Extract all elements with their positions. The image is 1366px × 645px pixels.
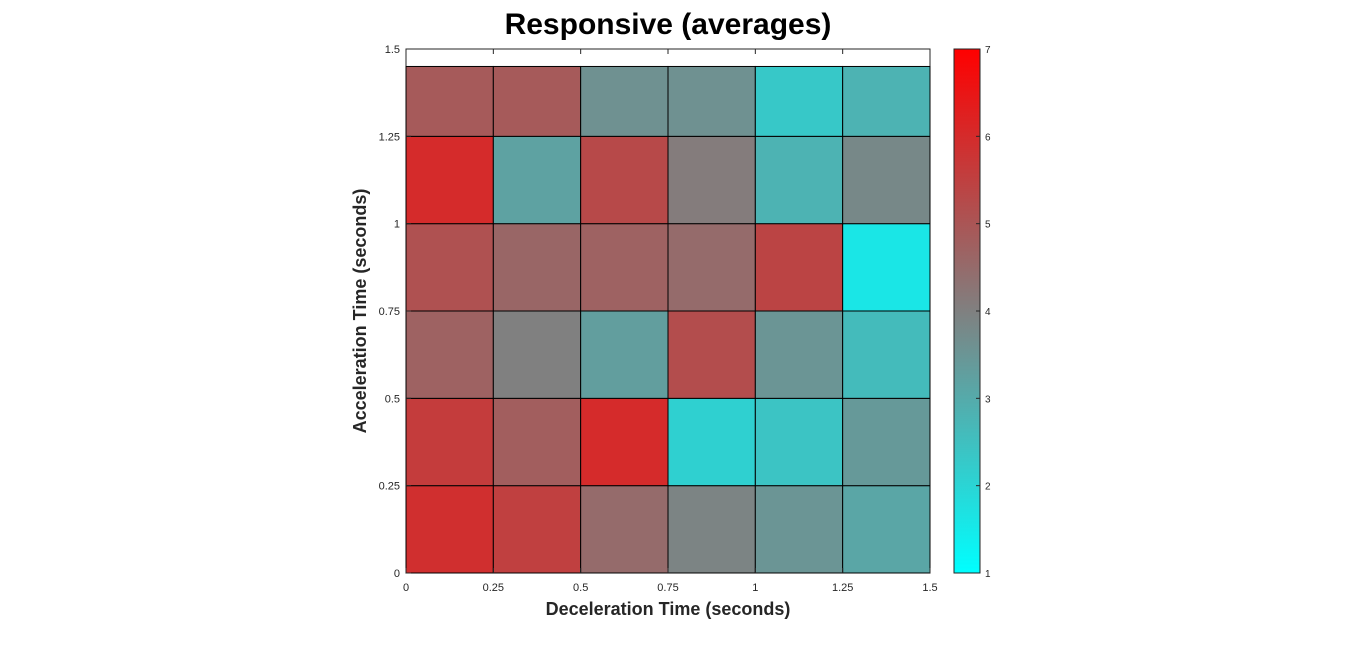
- x-tick-label: 1.5: [922, 582, 937, 594]
- x-axis-ticks: 0 0.25 0.5 0.75 1 1.25 1.5: [403, 49, 938, 594]
- heatmap-cell: [492, 397, 582, 487]
- x-tick-label: 0.25: [483, 582, 504, 594]
- heatmap-cell: [842, 310, 931, 399]
- heatmap-cell: [405, 135, 494, 225]
- heatmap-cell: [492, 223, 582, 312]
- heatmap-cell: [754, 485, 844, 574]
- heatmap-cell: [667, 310, 756, 399]
- colorbar-tick-label: 7: [985, 45, 991, 56]
- colorbar-tick-label: 6: [985, 132, 991, 143]
- heatmap-cell: [842, 485, 931, 574]
- colorbar-tick-label: 4: [985, 307, 991, 318]
- heatmap-cell: [492, 135, 582, 225]
- heatmap-cell: [405, 310, 494, 399]
- heatmap-cell: [842, 223, 931, 312]
- heatmap-cell: [667, 485, 756, 574]
- heatmap-cell: [754, 397, 844, 487]
- heatmap-cell: [754, 223, 844, 312]
- heatmap-cell: [754, 65, 844, 137]
- y-tick-label: 0: [394, 568, 400, 580]
- y-tick-label: 1.5: [385, 44, 400, 56]
- y-tick-label: 0.5: [385, 393, 400, 405]
- heatmap-cell: [405, 397, 494, 487]
- heatmap-cell: [492, 65, 582, 137]
- x-axis-label: Deceleration Time (seconds): [546, 599, 791, 619]
- heatmap-cell: [405, 65, 494, 137]
- y-tick-label: 1: [394, 219, 400, 231]
- colorbar-tick-label: 3: [985, 394, 991, 405]
- heatmap-cell: [492, 485, 582, 574]
- heatmap-cells: [405, 65, 931, 574]
- heatmap-cell: [842, 65, 931, 137]
- colorbar-tick-label: 1: [985, 569, 991, 580]
- chart-title: Responsive (averages): [505, 8, 832, 41]
- colorbar-tick-label: 2: [985, 482, 991, 493]
- heatmap-cell: [580, 223, 669, 312]
- x-tick-label: 1: [752, 582, 758, 594]
- heatmap-cell: [667, 65, 756, 137]
- heatmap-cell: [580, 135, 669, 225]
- heatmap-cell: [580, 485, 669, 574]
- y-axis-ticks: 0 0.25 0.5 0.75 1 1.25 1.5: [379, 44, 411, 580]
- x-tick-label: 0.75: [657, 582, 678, 594]
- heatmap-cell: [580, 310, 669, 399]
- heatmap-cell: [667, 397, 756, 487]
- heatmap-cell: [667, 135, 756, 225]
- y-axis-label: Acceleration Time (seconds): [350, 189, 370, 434]
- y-tick-label: 0.75: [379, 306, 400, 318]
- heatmap-cell: [754, 135, 844, 225]
- heatmap-cell: [405, 223, 494, 312]
- x-tick-label: 0: [403, 582, 409, 594]
- x-tick-label: 0.5: [573, 582, 588, 594]
- heatmap-cell: [842, 135, 931, 225]
- heatmap-cell: [492, 310, 582, 399]
- y-tick-label: 0.25: [379, 481, 400, 493]
- heatmap-cell: [580, 65, 669, 137]
- heatmap-cell: [842, 397, 931, 487]
- colorbar-ticks: 1 2 3 4 5 6 7: [976, 45, 991, 580]
- y-tick-label: 1.25: [379, 131, 400, 143]
- heatmap-cell: [754, 310, 844, 399]
- heatmap-cell: [667, 223, 756, 312]
- heatmap-cell: [580, 397, 669, 487]
- colorbar-tick-label: 5: [985, 220, 991, 231]
- x-tick-label: 1.25: [832, 582, 853, 594]
- heatmap-cell: [405, 485, 494, 574]
